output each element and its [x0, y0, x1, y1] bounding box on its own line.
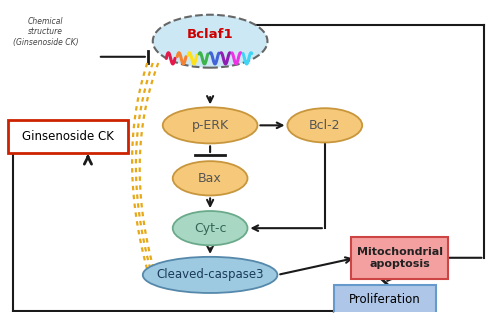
Text: Cleaved-caspase3: Cleaved-caspase3	[156, 269, 264, 281]
Text: Bax: Bax	[198, 172, 222, 185]
Text: Chemical
structure
(Ginsenoside CK): Chemical structure (Ginsenoside CK)	[13, 17, 78, 47]
Ellipse shape	[172, 211, 248, 245]
Ellipse shape	[153, 15, 268, 68]
Ellipse shape	[143, 257, 278, 293]
Ellipse shape	[288, 108, 362, 142]
Text: Mitochondrial
apoptosis: Mitochondrial apoptosis	[356, 247, 442, 269]
Text: Bclaf1: Bclaf1	[187, 28, 234, 41]
FancyBboxPatch shape	[334, 285, 436, 313]
Text: Bcl-2: Bcl-2	[309, 119, 340, 132]
Text: Cyt-c: Cyt-c	[194, 222, 226, 235]
Text: p-ERK: p-ERK	[192, 119, 228, 132]
Ellipse shape	[162, 107, 258, 143]
Text: Ginsenoside CK: Ginsenoside CK	[22, 130, 114, 143]
FancyBboxPatch shape	[351, 237, 448, 279]
Text: Proliferation: Proliferation	[349, 293, 420, 306]
Ellipse shape	[172, 161, 248, 195]
FancyBboxPatch shape	[8, 120, 128, 153]
